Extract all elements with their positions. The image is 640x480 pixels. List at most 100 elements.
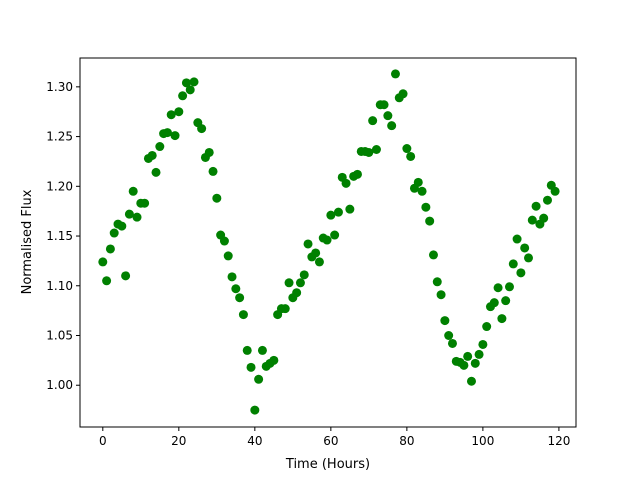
- plot-frame: [79, 57, 577, 428]
- data-point: [482, 322, 492, 332]
- data-point: [333, 207, 343, 217]
- data-point: [170, 131, 180, 141]
- x-tick-label: 20: [171, 434, 186, 448]
- data-point: [326, 210, 336, 220]
- data-point: [444, 330, 454, 340]
- y-tick-label: 1.05: [46, 328, 73, 342]
- data-point: [466, 376, 476, 386]
- data-point: [185, 85, 195, 95]
- data-point: [254, 374, 264, 384]
- data-point: [497, 314, 507, 324]
- y-tick-label: 1.20: [46, 179, 73, 193]
- data-point: [493, 283, 503, 293]
- data-point: [330, 230, 340, 240]
- data-point: [303, 239, 313, 249]
- data-point: [542, 195, 552, 205]
- data-point: [140, 198, 150, 208]
- data-point: [208, 166, 218, 176]
- data-point: [132, 212, 142, 222]
- data-point: [368, 116, 378, 126]
- x-axis: 0 20 40 60 80 100 120: [99, 427, 570, 448]
- data-point: [174, 107, 184, 117]
- data-point: [383, 111, 393, 121]
- data-point: [432, 277, 442, 287]
- data-point: [227, 272, 237, 282]
- data-point: [121, 271, 131, 281]
- data-point: [269, 355, 279, 365]
- y-tick-label: 1.25: [46, 130, 73, 144]
- data-point: [406, 151, 416, 161]
- data-point: [257, 345, 267, 355]
- data-point: [219, 236, 229, 246]
- data-point: [531, 201, 541, 211]
- data-point: [523, 253, 533, 263]
- data-point: [436, 290, 446, 300]
- data-point: [322, 235, 332, 245]
- data-point: [527, 215, 537, 225]
- data-point: [463, 351, 473, 361]
- x-tick-label: 100: [471, 434, 494, 448]
- data-point: [128, 186, 138, 196]
- data-point: [428, 250, 438, 260]
- data-point: [280, 304, 290, 314]
- data-point: [299, 270, 309, 280]
- data-point: [474, 349, 484, 359]
- x-tick-label: 0: [99, 434, 107, 448]
- data-point: [246, 362, 256, 372]
- data-point: [98, 257, 108, 267]
- data-point: [295, 278, 305, 288]
- data-point: [238, 310, 248, 320]
- data-point: [189, 77, 199, 87]
- data-point: [151, 167, 161, 177]
- data-point: [162, 128, 172, 138]
- data-point: [311, 248, 321, 258]
- data-point: [212, 193, 222, 203]
- data-point: [379, 100, 389, 110]
- data-point: [223, 251, 233, 261]
- data-point: [520, 243, 530, 253]
- data-point: [197, 124, 207, 134]
- data-point: [447, 338, 457, 348]
- y-tick-label: 1.30: [46, 80, 73, 94]
- data-point: [284, 278, 294, 288]
- y-axis: 1.00 1.05 1.10 1.15 1.20 1.25 1.30: [46, 80, 80, 392]
- data-point: [489, 298, 499, 308]
- data-point: [512, 234, 522, 244]
- data-point: [398, 89, 408, 99]
- data-point: [178, 91, 188, 101]
- data-point: [314, 257, 324, 267]
- data-point: [352, 169, 362, 179]
- data-point: [501, 296, 511, 306]
- data-point: [364, 147, 374, 157]
- data-point: [345, 204, 355, 214]
- data-point: [155, 142, 165, 152]
- x-tick-label: 120: [547, 434, 570, 448]
- data-point: [250, 405, 260, 415]
- x-tick-label: 80: [399, 434, 414, 448]
- data-points: [98, 69, 560, 415]
- data-point: [539, 213, 549, 223]
- data-point: [181, 78, 191, 88]
- data-point: [550, 186, 560, 196]
- data-point: [117, 221, 127, 231]
- data-point: [417, 186, 427, 196]
- data-point: [421, 202, 431, 212]
- data-point: [402, 144, 412, 154]
- data-point: [470, 358, 480, 368]
- data-point: [516, 268, 526, 278]
- data-point: [413, 177, 423, 187]
- data-point: [504, 282, 514, 292]
- x-axis-label: Time (Hours): [285, 457, 370, 472]
- data-point: [105, 244, 115, 254]
- data-point: [390, 69, 400, 79]
- data-point: [124, 209, 134, 219]
- data-point: [147, 150, 157, 160]
- data-point: [387, 121, 397, 131]
- data-point: [102, 276, 112, 286]
- x-tick-label: 40: [247, 434, 262, 448]
- y-tick-label: 1.10: [46, 279, 73, 293]
- data-point: [371, 145, 381, 155]
- data-point: [204, 147, 214, 157]
- data-point: [231, 284, 241, 294]
